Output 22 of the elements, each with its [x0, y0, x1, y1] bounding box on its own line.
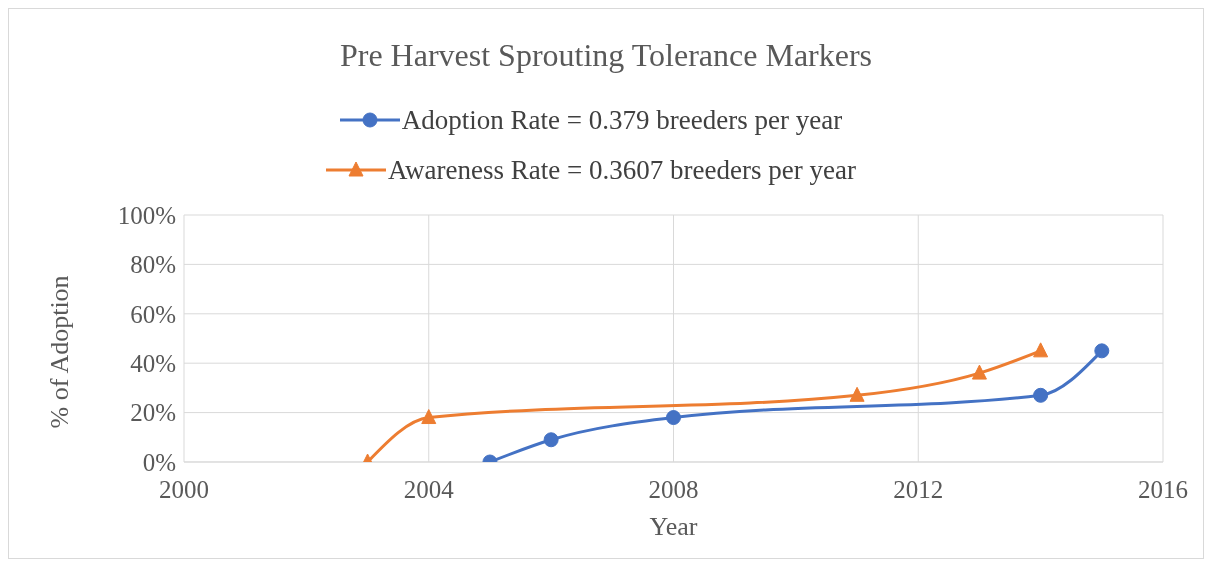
y-tick-label: 0% [142, 448, 176, 476]
y-tick-label: 40% [130, 350, 176, 378]
point [971, 364, 987, 380]
point [421, 409, 437, 425]
x-tick-label: 2012 [893, 475, 944, 503]
legend-label: Adoption Rate = 0.379 breeders per year [401, 104, 843, 136]
point [1033, 387, 1049, 403]
x-tick-label: 2004 [403, 475, 455, 503]
x-tick-label: 2016 [1138, 475, 1188, 503]
y-tick-label: 60% [130, 300, 176, 328]
x-tick-label: 2000 [159, 475, 209, 503]
point [1094, 343, 1110, 359]
point [849, 386, 865, 402]
legend-label: Awareness Rate = 0.3607 breeders per year [388, 154, 856, 186]
chart-title: Pre Harvest Sprouting Tolerance Markers [338, 36, 874, 75]
x-axis-title: Year [649, 512, 698, 541]
y-tick-label: 80% [130, 251, 176, 279]
x-tick-label: 2008 [648, 475, 699, 503]
y-tick-label: 100% [117, 201, 176, 229]
y-tick-label: 20% [130, 399, 176, 427]
y-axis-title: % of Adoption [45, 275, 75, 429]
point [1033, 342, 1049, 358]
